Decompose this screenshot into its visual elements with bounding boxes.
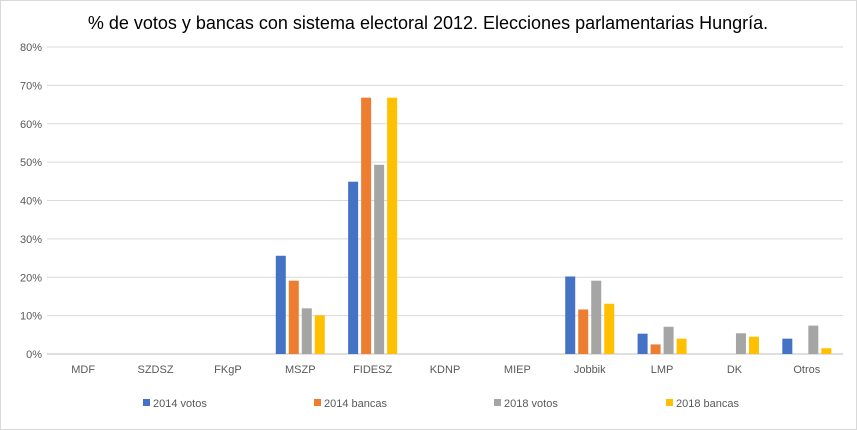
bar <box>374 164 385 354</box>
x-axis-labels: MDF SZDSZ FKgP MSZP FIDESZ KDNP MIEP Jobbik LMP D… <box>71 364 820 376</box>
legend-label: 2014 votos <box>153 398 207 410</box>
bar <box>637 333 648 354</box>
legend-label: 2018 bancas <box>676 398 739 410</box>
x-tick-label: MDF <box>71 364 95 376</box>
legend-swatch <box>494 399 501 406</box>
bar <box>578 309 589 354</box>
bar <box>348 181 359 354</box>
bar <box>361 97 372 354</box>
y-tick-label: 50% <box>20 157 42 169</box>
bar <box>821 348 832 354</box>
x-tick-label: MSZP <box>285 364 316 376</box>
y-tick-label: 70% <box>20 80 42 92</box>
x-tick-label: LMP <box>651 364 674 376</box>
bar <box>735 333 746 354</box>
y-axis-labels: 0% 10% 20% 30% 40% 50% 60% 70% 80% <box>20 42 42 361</box>
y-tick-label: 30% <box>20 234 42 246</box>
legend-swatch <box>143 399 150 406</box>
x-tick-label: DK <box>727 364 743 376</box>
bar <box>748 336 759 354</box>
legend-swatch <box>666 399 673 406</box>
x-tick-label: SZDSZ <box>138 364 174 376</box>
y-tick-label: 60% <box>20 119 42 131</box>
x-tick-label: Jobbik <box>574 364 606 376</box>
x-tick-label: Otros <box>793 364 820 376</box>
y-tick-label: 0% <box>26 349 42 361</box>
legend-label: 2018 votos <box>504 398 558 410</box>
bar <box>288 280 299 354</box>
x-tick-label: FKgP <box>214 364 242 376</box>
gridlines <box>47 46 843 355</box>
bar <box>387 97 398 354</box>
bar <box>275 255 286 354</box>
bar <box>301 308 312 354</box>
legend: 2014 votos 2014 bancas 2018 votos 2018 banc… <box>143 398 739 410</box>
bar <box>650 344 661 354</box>
bar <box>676 338 687 354</box>
bar <box>591 280 602 354</box>
bar <box>314 315 325 354</box>
bar <box>808 325 819 354</box>
bar <box>565 276 576 354</box>
chart-title: % de votos y bancas con sistema electora… <box>88 13 768 33</box>
bar <box>782 338 793 354</box>
legend-swatch <box>314 399 321 406</box>
bars <box>275 97 832 354</box>
y-tick-label: 40% <box>20 196 42 208</box>
y-tick-label: 10% <box>20 311 42 323</box>
legend-label: 2014 bancas <box>324 398 387 410</box>
x-tick-label: MIEP <box>504 364 531 376</box>
x-tick-label: KDNP <box>430 364 461 376</box>
x-tick-label: FIDESZ <box>353 364 392 376</box>
bar <box>604 303 615 354</box>
y-tick-label: 20% <box>20 272 42 284</box>
y-tick-label: 80% <box>20 42 42 54</box>
bar <box>663 326 674 354</box>
